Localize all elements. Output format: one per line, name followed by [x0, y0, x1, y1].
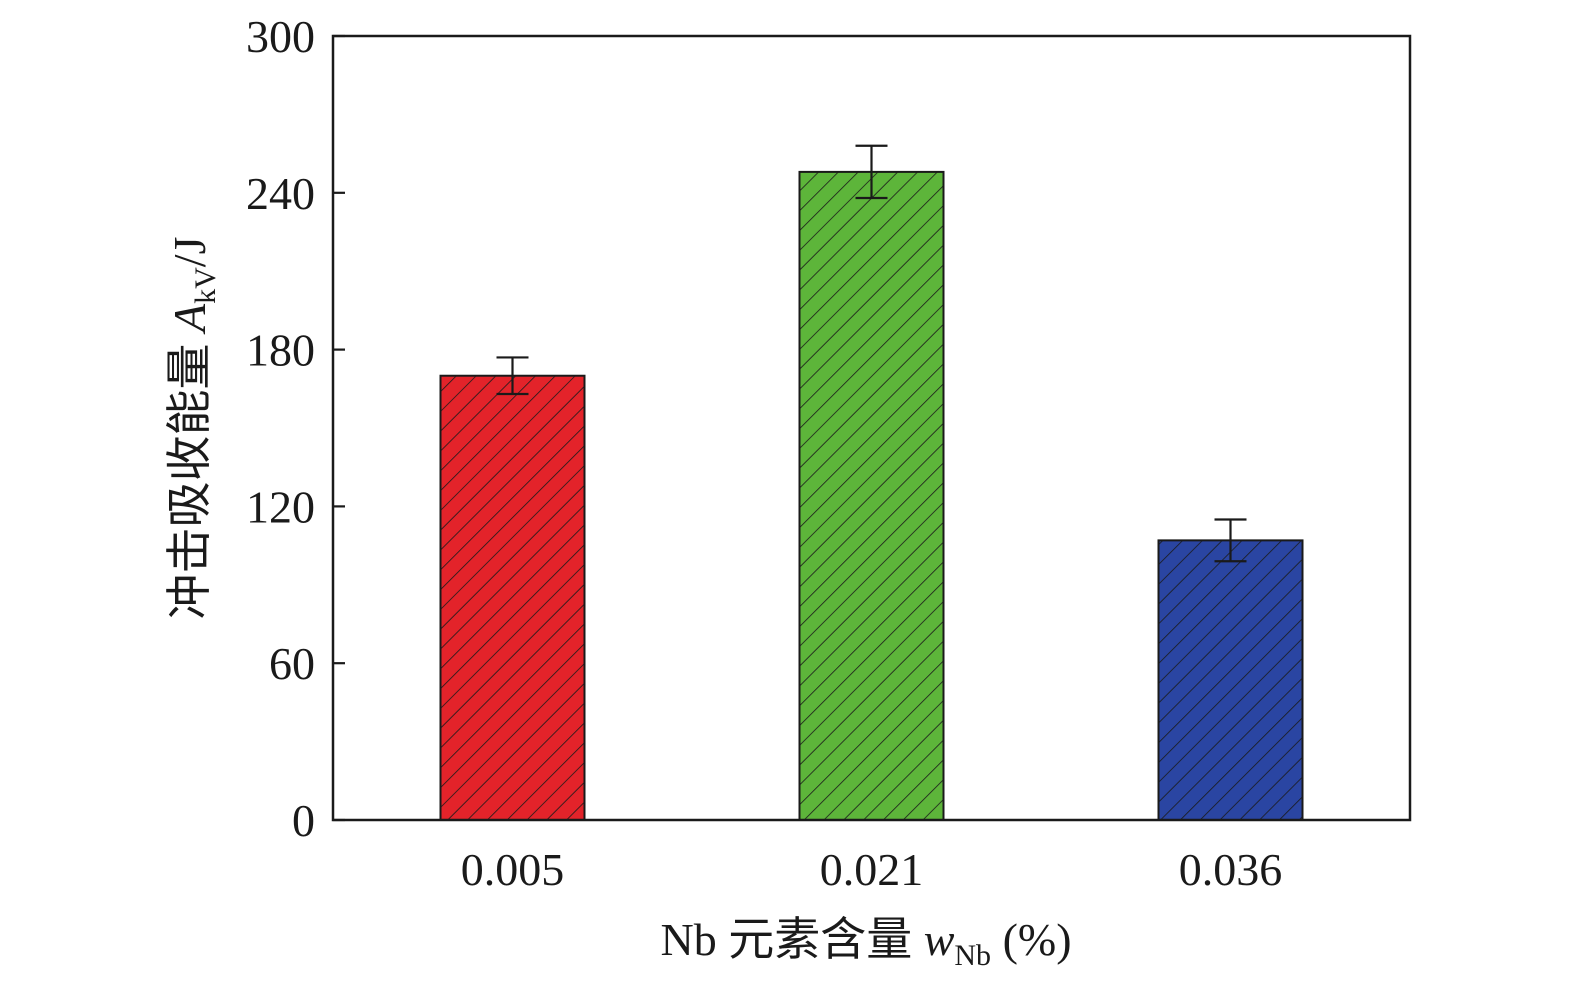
y-tick-label: 240 [246, 168, 315, 219]
bars-layer [439, 170, 1304, 822]
x-tick-label: 0.036 [1179, 844, 1283, 895]
y-tick-label: 0 [292, 795, 315, 846]
plot-frame [331, 34, 1412, 822]
y-tick-label: 60 [269, 638, 315, 689]
error-bar-2 [1214, 518, 1247, 563]
x-axis-title-var: w [924, 914, 955, 965]
x-axis: 0.005 0.021 0.036 [461, 844, 1283, 895]
y-axis-title-sub: kV [189, 267, 222, 304]
errorbars-layer [496, 144, 1247, 563]
y-axis-title-var: A [164, 303, 215, 335]
bar-hatch-0 [439, 374, 586, 821]
y-tick-label: 120 [246, 481, 315, 532]
x-tick-label: 0.021 [820, 844, 924, 895]
x-axis-title-unit: (%) [991, 914, 1071, 965]
y-tick-label: 180 [246, 325, 315, 376]
y-axis-title: 冲击吸收能量 AkV/J [164, 237, 222, 620]
error-bar-0 [496, 356, 529, 396]
x-axis-title-main: Nb 元素含量 [660, 914, 923, 965]
y-axis-title-main: 冲击吸收能量 [164, 332, 215, 620]
bar-hatch-1 [798, 170, 945, 822]
y-tick-label: 300 [246, 11, 315, 62]
x-axis-title: Nb 元素含量 wNb (%) [660, 914, 1071, 972]
x-tick-label: 0.005 [461, 844, 565, 895]
error-bar-1 [855, 144, 888, 200]
y-axis: 0 60 120 180 240 300 [246, 11, 345, 846]
y-axis-title-unit: /J [164, 237, 215, 268]
bar-hatch-2 [1157, 539, 1304, 822]
x-axis-title-sub: Nb [954, 939, 991, 972]
